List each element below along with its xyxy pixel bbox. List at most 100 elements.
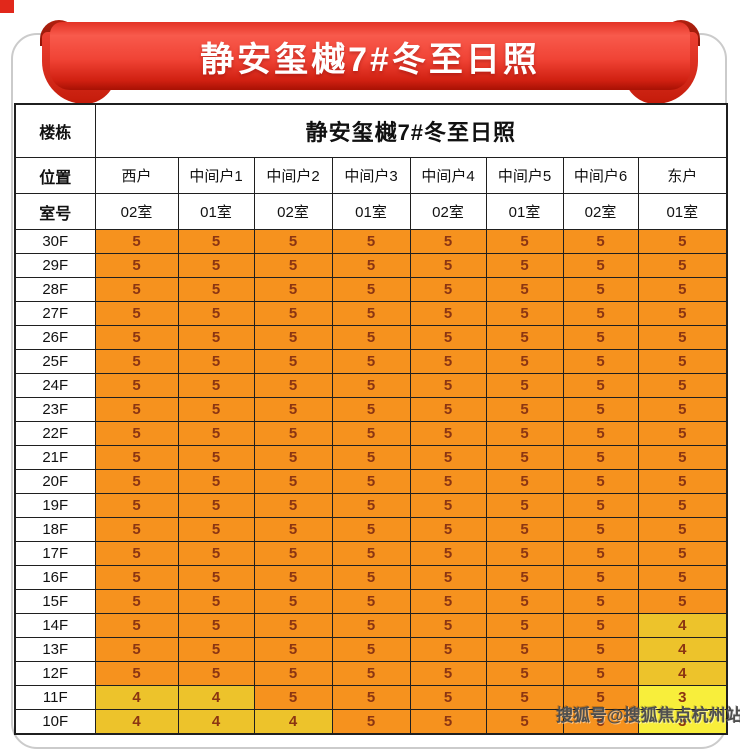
- sunshine-value-cell: 5: [253, 349, 333, 374]
- sunshine-value-cell: 5: [253, 421, 333, 446]
- position-header-5: 中间户4: [409, 157, 487, 194]
- sunshine-value-cell: 5: [253, 493, 333, 518]
- sunshine-value-cell: 5: [177, 541, 255, 566]
- sunshine-value-cell: 5: [562, 325, 639, 350]
- position-header-6: 中间户5: [485, 157, 564, 194]
- table-title-row: 楼栋 静安玺樾7#冬至日照: [14, 103, 728, 158]
- floor-label: 18F: [14, 517, 96, 542]
- floor-label: 28F: [14, 277, 96, 302]
- sunshine-value-cell: 5: [177, 565, 255, 590]
- sunshine-value-cell: 5: [253, 397, 333, 422]
- sunshine-value-cell: 5: [177, 493, 255, 518]
- sunshine-value-cell: 5: [409, 661, 487, 686]
- sunshine-value-cell: 5: [253, 445, 333, 470]
- sunshine-value-cell: 5: [409, 469, 487, 494]
- sunshine-value-cell: 5: [485, 469, 564, 494]
- sunshine-value-cell: 5: [409, 517, 487, 542]
- sunshine-value-cell: 5: [94, 565, 179, 590]
- sunshine-value-cell: 5: [331, 685, 411, 710]
- watermark: 搜狐号@搜狐焦点杭州站: [556, 706, 740, 725]
- sunshine-value-cell: 5: [94, 373, 179, 398]
- floor-label: 16F: [14, 565, 96, 590]
- room-row-label: 室号: [14, 193, 96, 230]
- sunshine-value-cell: 5: [562, 253, 639, 278]
- floor-row-29F: 29F 5 5 5 5 5 5 5 5: [14, 253, 728, 278]
- sunshine-value-cell: 5: [409, 445, 487, 470]
- sunshine-value-cell: 5: [253, 661, 333, 686]
- sunshine-value-cell: 5: [409, 565, 487, 590]
- sunshine-value-cell: 5: [409, 613, 487, 638]
- sunshine-value-cell: 5: [331, 613, 411, 638]
- sunshine-value-cell: 5: [637, 541, 728, 566]
- sunshine-value-cell: 5: [253, 469, 333, 494]
- sunshine-value-cell: 4: [637, 661, 728, 686]
- page-corner-decoration: [0, 0, 14, 13]
- sunshine-value-cell: 5: [562, 421, 639, 446]
- sunshine-value-cell: 5: [562, 493, 639, 518]
- sunshine-value-cell: 5: [637, 493, 728, 518]
- sunshine-value-cell: 5: [94, 493, 179, 518]
- sunshine-value-cell: 5: [253, 685, 333, 710]
- room-header-6: 01室: [485, 193, 564, 230]
- sunshine-value-cell: 5: [94, 421, 179, 446]
- floor-row-11F: 11F 4 4 5 5 5 5 5 3: [14, 685, 728, 710]
- sunshine-value-cell: 5: [485, 445, 564, 470]
- sunshine-value-cell: 5: [331, 541, 411, 566]
- sunshine-value-cell: 5: [409, 541, 487, 566]
- sunshine-value-cell: 5: [94, 397, 179, 422]
- sunshine-value-cell: 5: [409, 685, 487, 710]
- building-header: 楼栋: [14, 103, 96, 158]
- floor-label: 11F: [14, 685, 96, 710]
- sunshine-value-cell: 5: [637, 325, 728, 350]
- room-header-7: 02室: [562, 193, 639, 230]
- sunshine-value-cell: 5: [485, 349, 564, 374]
- floor-label: 27F: [14, 301, 96, 326]
- sunshine-value-cell: 5: [94, 253, 179, 278]
- floor-row-22F: 22F 5 5 5 5 5 5 5 5: [14, 421, 728, 446]
- sunshine-value-cell: 5: [637, 589, 728, 614]
- sunshine-value-cell: 4: [637, 637, 728, 662]
- sunshine-value-cell: 5: [562, 397, 639, 422]
- sunshine-value-cell: 5: [331, 421, 411, 446]
- sunshine-value-cell: 5: [177, 325, 255, 350]
- sunshine-value-cell: 5: [409, 421, 487, 446]
- sunshine-value-cell: 5: [177, 613, 255, 638]
- sunshine-value-cell: 5: [253, 517, 333, 542]
- floor-row-14F: 14F 5 5 5 5 5 5 5 4: [14, 613, 728, 638]
- floor-label: 26F: [14, 325, 96, 350]
- floor-label: 12F: [14, 661, 96, 686]
- sunshine-value-cell: 5: [485, 253, 564, 278]
- sunshine-value-cell: 5: [177, 253, 255, 278]
- sunshine-value-cell: 5: [177, 637, 255, 662]
- sunshine-value-cell: 5: [94, 637, 179, 662]
- room-header-1: 02室: [94, 193, 179, 230]
- sunshine-value-cell: 5: [331, 517, 411, 542]
- sunshine-value-cell: 4: [94, 685, 179, 710]
- sunshine-value-cell: 5: [637, 373, 728, 398]
- floor-label: 24F: [14, 373, 96, 398]
- sunshine-value-cell: 5: [94, 301, 179, 326]
- sunshine-value-cell: 5: [409, 637, 487, 662]
- sunshine-value-cell: 5: [485, 301, 564, 326]
- sunshine-value-cell: 5: [485, 589, 564, 614]
- sunshine-value-cell: 5: [253, 565, 333, 590]
- room-header-8: 01室: [637, 193, 728, 230]
- sunshine-value-cell: 3: [637, 685, 728, 710]
- sunshine-value-cell: 5: [485, 229, 564, 254]
- sunshine-value-cell: 5: [94, 517, 179, 542]
- room-header-4: 01室: [331, 193, 411, 230]
- sunshine-value-cell: 5: [177, 661, 255, 686]
- sunshine-value-cell: 5: [331, 397, 411, 422]
- sunshine-value-cell: 4: [253, 709, 333, 735]
- sunshine-value-cell: 5: [637, 421, 728, 446]
- sunshine-value-cell: 5: [253, 301, 333, 326]
- sunshine-value-cell: 5: [485, 325, 564, 350]
- floor-row-10F: 10F 4 4 4 5 5 5 5 3: [14, 709, 728, 735]
- floors-body: 30F 5 5 5 5 5 5 5 5 29F 5 5 5 5 5 5 5 5 28F 5 5 5 5 5 5 5 5 27F 5 5 5 5…: [14, 229, 728, 735]
- floor-label: 23F: [14, 397, 96, 422]
- sunshine-value-cell: 5: [409, 277, 487, 302]
- floor-label: 20F: [14, 469, 96, 494]
- sunshine-value-cell: 5: [562, 229, 639, 254]
- sunshine-value-cell: 5: [409, 301, 487, 326]
- sunshine-value-cell: 5: [485, 541, 564, 566]
